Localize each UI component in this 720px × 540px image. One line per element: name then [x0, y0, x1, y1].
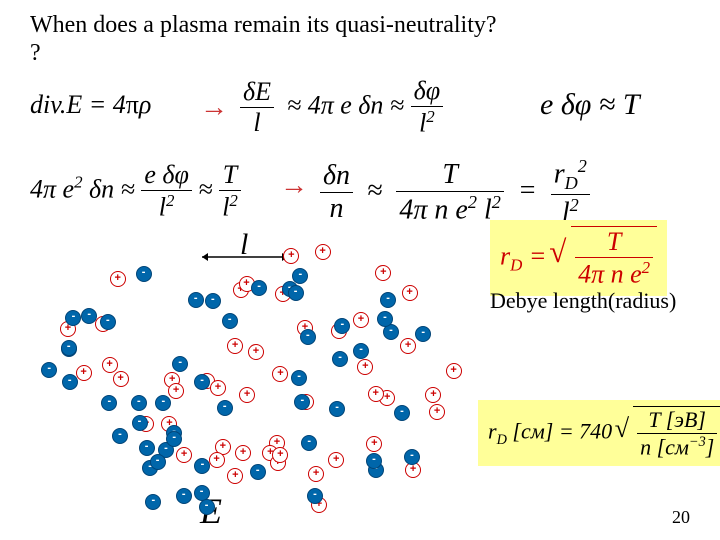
negative-charge: - — [188, 292, 204, 308]
negative-charge: - — [300, 329, 316, 345]
negative-charge: - — [199, 499, 215, 515]
positive-charge: + — [176, 447, 192, 463]
negative-charge: - — [301, 435, 317, 451]
negative-charge: - — [62, 374, 78, 390]
negative-charge: - — [81, 308, 97, 324]
negative-charge: - — [217, 400, 233, 416]
positive-charge: + — [446, 363, 462, 379]
positive-charge: + — [366, 436, 382, 452]
negative-charge: - — [222, 313, 238, 329]
negative-charge: - — [377, 311, 393, 327]
page-title-qmark: ? — [30, 40, 41, 67]
negative-charge: - — [250, 464, 266, 480]
negative-charge: - — [380, 292, 396, 308]
positive-charge: + — [375, 265, 391, 281]
negative-charge: - — [61, 340, 77, 356]
positive-charge: + — [315, 244, 331, 260]
negative-charge: - — [166, 431, 182, 447]
negative-charge: - — [136, 266, 152, 282]
negative-charge: - — [155, 395, 171, 411]
eq-dE: δEl ≈ 4π e δn ≈ δφl2 — [240, 76, 443, 139]
negative-charge: - — [292, 268, 308, 284]
positive-charge: + — [272, 447, 288, 463]
negative-charge: - — [194, 458, 210, 474]
positive-charge: + — [425, 387, 441, 403]
negative-charge: - — [307, 488, 323, 504]
negative-charge: - — [334, 318, 350, 334]
negative-charge: - — [65, 310, 81, 326]
negative-charge: - — [132, 415, 148, 431]
positive-charge: + — [227, 468, 243, 484]
negative-charge: - — [415, 326, 431, 342]
eq-row2b: δnn ≈ T4π n e2 l2 = rD2l2 — [320, 156, 590, 229]
negative-charge: - — [176, 488, 192, 504]
negative-charge: - — [112, 428, 128, 444]
positive-charge: + — [272, 366, 288, 382]
eq-edphiT: e δφ ≈ T — [540, 88, 640, 122]
negative-charge: - — [172, 356, 188, 372]
positive-charge: + — [353, 312, 369, 328]
negative-charge: - — [131, 395, 147, 411]
negative-charge: - — [353, 343, 369, 359]
slide-number: 20 — [672, 507, 690, 528]
positive-charge: + — [110, 271, 126, 287]
positive-charge: + — [210, 380, 226, 396]
positive-charge: + — [368, 386, 384, 402]
positive-charge: + — [209, 452, 225, 468]
negative-charge: - — [101, 395, 117, 411]
negative-charge: - — [291, 370, 307, 386]
positive-charge: + — [328, 452, 344, 468]
positive-charge: + — [402, 285, 418, 301]
negative-charge: - — [145, 494, 161, 510]
arrow-2: → — [280, 170, 308, 202]
negative-charge: - — [100, 314, 116, 330]
negative-charge: - — [150, 454, 166, 470]
positive-charge: + — [239, 387, 255, 403]
positive-charge: + — [76, 365, 92, 381]
positive-charge: + — [227, 338, 243, 354]
positive-charge: + — [102, 357, 118, 373]
positive-charge: + — [113, 371, 129, 387]
positive-charge: + — [357, 359, 373, 375]
page-title: When does a plasma remain its quasi-neut… — [30, 12, 497, 39]
negative-charge: - — [251, 280, 267, 296]
negative-charge: - — [205, 293, 221, 309]
negative-charge: - — [288, 285, 304, 301]
eq-divE: div.E = 4πρ — [30, 90, 151, 120]
l-arrow — [200, 250, 290, 264]
negative-charge: - — [332, 351, 348, 367]
positive-charge: + — [168, 383, 184, 399]
arrow-1: → — [200, 92, 228, 124]
positive-charge: + — [248, 344, 264, 360]
positive-charge: + — [235, 445, 251, 461]
positive-charge: + — [400, 338, 416, 354]
eq-rD-num: rD [см] = 740 T [эВ]n [см−3] — [478, 400, 720, 466]
negative-charge: - — [394, 405, 410, 421]
negative-charge: - — [41, 362, 57, 378]
positive-charge: + — [429, 404, 445, 420]
positive-charge: + — [308, 466, 324, 482]
positive-charge: + — [283, 248, 299, 264]
negative-charge: - — [329, 401, 345, 417]
eq-rD-def: rD = T4π n e2 — [490, 220, 667, 296]
negative-charge: - — [139, 440, 155, 456]
eq-row2a: 4π e2 δn ≈ e δφl2 ≈ Tl2 — [30, 160, 241, 223]
debye-label: Debye length(radius) — [490, 288, 676, 314]
